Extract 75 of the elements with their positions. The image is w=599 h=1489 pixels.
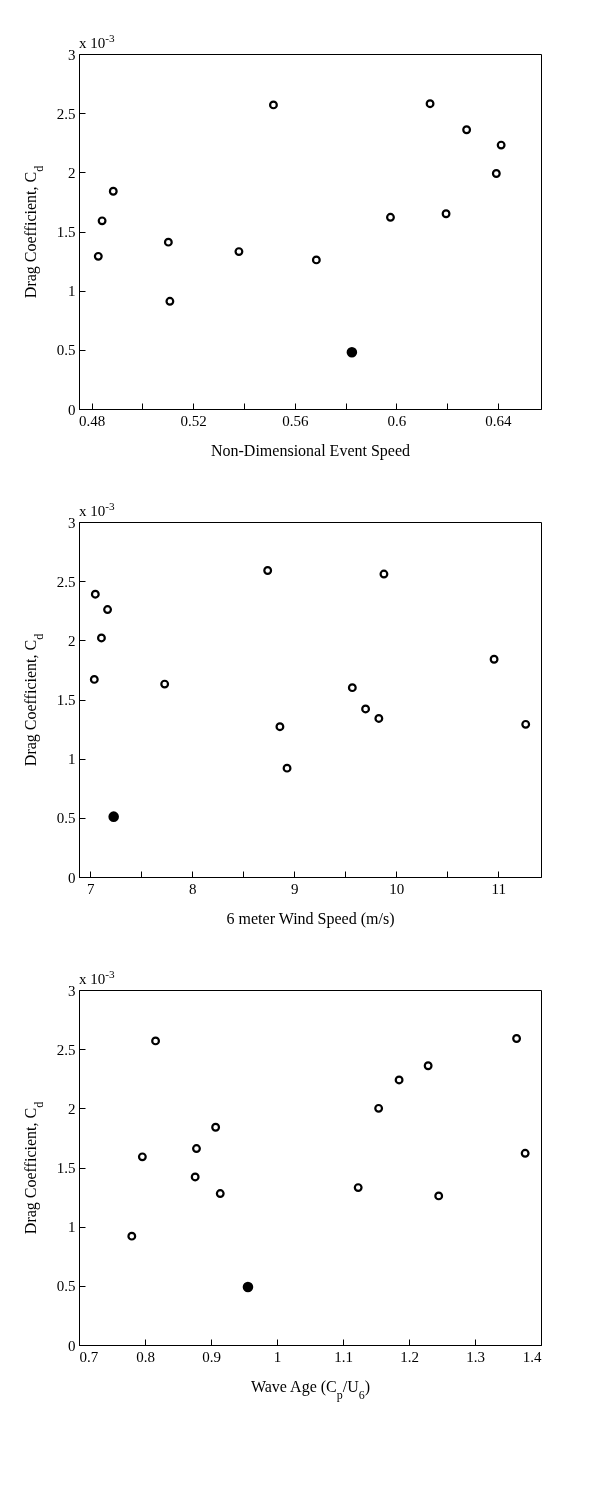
y-tick-label: 2.5 bbox=[56, 1041, 76, 1058]
point bbox=[496, 140, 506, 150]
point bbox=[379, 569, 389, 579]
x-tick-label: 1 bbox=[273, 1348, 282, 1365]
y-tick-label: 0 bbox=[68, 401, 76, 418]
x-axis-title: Non-Dimensional Event Speed bbox=[210, 441, 411, 460]
point bbox=[347, 683, 357, 693]
y-tick-label: 2.5 bbox=[56, 573, 76, 590]
y-tick-label: 0 bbox=[68, 869, 76, 886]
point bbox=[96, 633, 106, 643]
y-tick-label: 0 bbox=[68, 1337, 76, 1354]
point bbox=[425, 99, 435, 109]
point bbox=[97, 216, 107, 226]
x-tick-label: 0.52 bbox=[180, 412, 207, 429]
x-tick-label: 9 bbox=[290, 880, 299, 897]
x-tick-label: 1.4 bbox=[522, 1348, 542, 1365]
x-tick-label: 0.6 bbox=[387, 412, 407, 429]
point bbox=[491, 169, 501, 178]
x-tick-label: 0.56 bbox=[282, 412, 309, 429]
point bbox=[489, 654, 499, 664]
x-tick-label: 0.7 bbox=[79, 1348, 99, 1365]
y-tick-label: 2.5 bbox=[56, 105, 76, 122]
y-tick-label: 1.5 bbox=[56, 692, 76, 708]
point bbox=[311, 255, 321, 265]
x-tick-label: 1.3 bbox=[466, 1348, 485, 1365]
y-tick-label: 2 bbox=[68, 1100, 76, 1117]
point bbox=[90, 589, 100, 599]
point bbox=[462, 125, 472, 135]
x-axis-title: Wave Age (C$_{p}$/U$_{6}$) bbox=[250, 1377, 371, 1402]
point bbox=[361, 704, 371, 714]
y-tick-label: 1.5 bbox=[56, 1160, 76, 1176]
point bbox=[108, 811, 119, 822]
point bbox=[374, 713, 384, 723]
y-tick-label: 0.5 bbox=[56, 1278, 76, 1295]
y-tick-label: 2 bbox=[68, 632, 76, 649]
point bbox=[521, 719, 531, 729]
point bbox=[268, 100, 278, 110]
x-tick-label: 1.2 bbox=[400, 1348, 419, 1365]
point bbox=[282, 763, 292, 773]
point bbox=[263, 566, 273, 575]
point bbox=[386, 212, 395, 222]
x-tick-label: 11 bbox=[491, 880, 506, 897]
point bbox=[163, 237, 173, 247]
y-tick-label: 1.5 bbox=[56, 224, 76, 240]
point bbox=[346, 346, 358, 358]
point bbox=[441, 209, 451, 219]
y-tick-label: 1 bbox=[68, 751, 76, 768]
x-axis-title: 6 meter Wind Speed (m/s) bbox=[226, 909, 395, 928]
x-tick-label: 0.48 bbox=[79, 412, 106, 429]
x-tick-label: 10 bbox=[389, 880, 405, 897]
point bbox=[93, 251, 103, 261]
text: x 10$^{-3}$ bbox=[79, 500, 115, 519]
point bbox=[165, 296, 175, 306]
text: x 10$^{-3}$ bbox=[79, 968, 115, 987]
point bbox=[103, 605, 113, 615]
x-tick-label: 0.8 bbox=[136, 1348, 155, 1365]
point bbox=[108, 186, 118, 196]
x-tick-label: 7 bbox=[86, 880, 95, 897]
point bbox=[89, 674, 99, 684]
x-tick-label: 0.64 bbox=[485, 412, 512, 429]
y-tick-label: 0.5 bbox=[56, 810, 76, 827]
y-tick-label: 3 bbox=[68, 982, 76, 999]
y-tick-label: 3 bbox=[68, 514, 76, 531]
y-tick-label: 3 bbox=[68, 46, 76, 63]
y-tick-label: 1 bbox=[68, 1219, 76, 1236]
y-tick-label: 2 bbox=[68, 164, 76, 181]
x-tick-label: 1.1 bbox=[334, 1348, 353, 1365]
point bbox=[160, 679, 170, 689]
point bbox=[234, 247, 244, 257]
y-tick-label: 0.5 bbox=[56, 342, 76, 359]
text: x 10$^{-3}$ bbox=[79, 32, 115, 51]
x-tick-label: 8 bbox=[188, 880, 197, 897]
x-tick-label: 0.9 bbox=[202, 1348, 221, 1365]
y-tick-label: 1 bbox=[68, 283, 76, 300]
point bbox=[275, 722, 285, 732]
